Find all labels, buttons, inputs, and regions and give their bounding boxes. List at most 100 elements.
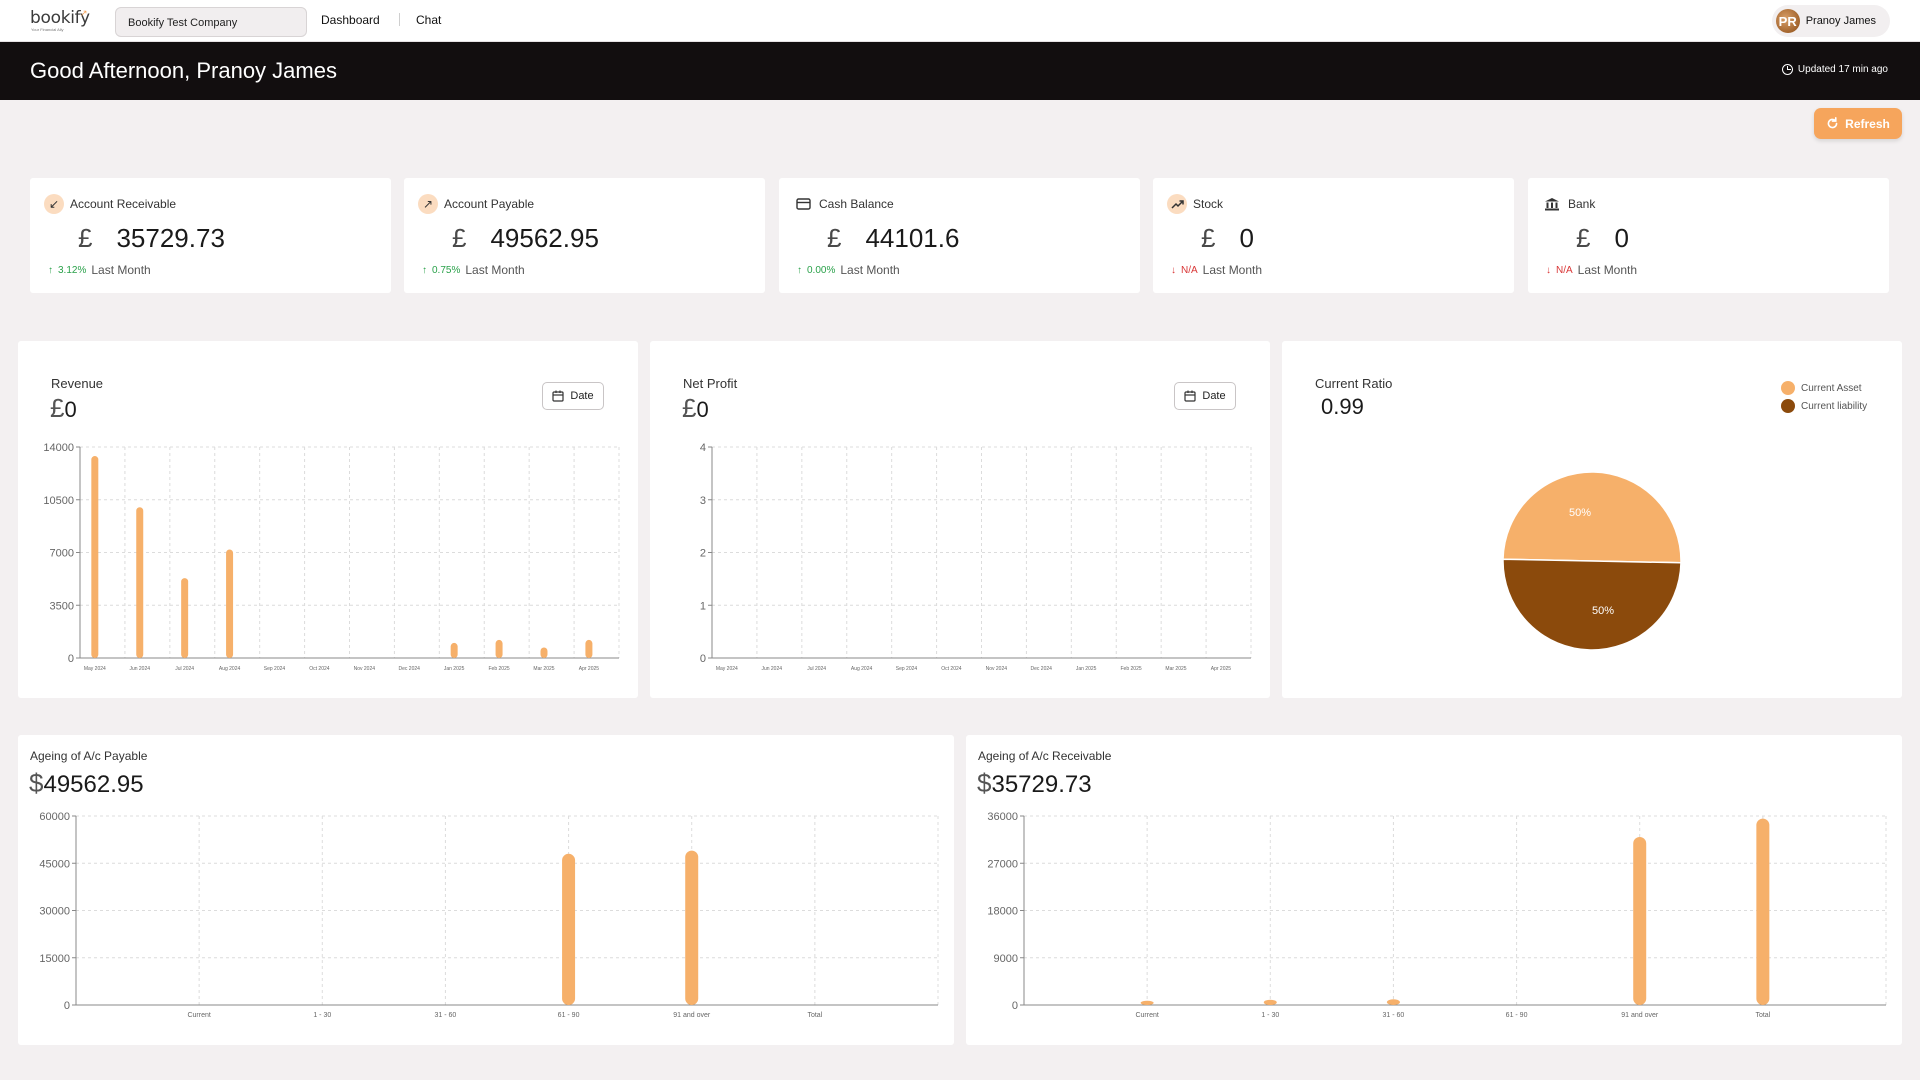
- kpi-period: Last Month: [465, 263, 525, 277]
- y-tick-label: 14000: [43, 442, 74, 454]
- bar: [91, 456, 99, 658]
- revenue-date-button[interactable]: Date: [542, 382, 604, 410]
- ageing-payable-title: Ageing of A/c Payable: [30, 749, 148, 763]
- kpi-value: 44101.6: [865, 223, 960, 253]
- kpi-change: 3.12%: [58, 264, 87, 276]
- x-tick-label: Total: [1755, 1012, 1770, 1019]
- x-tick-label: May 2024: [716, 666, 738, 672]
- revenue-chart: 0 3500 7000 10500 14000 May 2024 Jun 2024 Jul 2…: [43, 442, 620, 672]
- y-tick-label: 18000: [987, 906, 1018, 918]
- bar: [495, 639, 503, 658]
- x-tick-label: May 2024: [84, 666, 106, 672]
- arrow-down-icon: ↓: [1171, 264, 1176, 276]
- arrow-up-right-icon: ↗: [418, 194, 438, 214]
- x-tick-label: Current: [1135, 1012, 1158, 1019]
- ageing-receivable-title: Ageing of A/c Receivable: [978, 749, 1112, 763]
- user-name: Pranoy James: [1805, 15, 1876, 27]
- current-ratio-pie: 50% 50%: [1502, 471, 1682, 651]
- kpi-card-account-receivable: ↙ Account Receivable £35729.73 ↑ 3.12% Last…: [30, 178, 391, 293]
- refresh-button[interactable]: Refresh: [1814, 108, 1902, 139]
- calendar-icon: [552, 390, 564, 402]
- legend-swatch: [1781, 381, 1795, 395]
- x-tick-label: Mar 2025: [533, 666, 554, 672]
- y-tick-label: 2: [700, 548, 706, 560]
- revenue-value: £0: [50, 393, 77, 423]
- bar: [540, 647, 548, 658]
- legend-swatch: [1781, 399, 1795, 413]
- x-tick-label: Jun 2024: [761, 666, 782, 672]
- kpi-value: 0: [1614, 223, 1629, 253]
- y-tick-label: 3500: [50, 600, 74, 612]
- x-tick-label: Jul 2024: [807, 666, 826, 672]
- bar: [1756, 818, 1770, 1005]
- kpi-period: Last Month: [91, 263, 151, 277]
- y-tick-label: 15000: [39, 953, 70, 965]
- y-tick-label: 1: [700, 600, 706, 612]
- legend-item[interactable]: Current liability: [1781, 399, 1867, 413]
- ageing-receivable-panel: Ageing of A/c Receivable $35729.73 0 9000…: [966, 735, 1902, 1045]
- page-title: Good Afternoon, Pranoy James: [30, 58, 337, 83]
- x-tick-label: Dec 2024: [1031, 666, 1053, 672]
- bar: [1633, 837, 1647, 1005]
- x-tick-label: Aug 2024: [851, 666, 873, 672]
- x-tick-label: 1 - 30: [1261, 1012, 1279, 1019]
- x-tick-label: 1 - 30: [313, 1012, 331, 1019]
- current-ratio-value: 0.99: [1321, 394, 1364, 419]
- kpi-change: N/A: [1556, 264, 1573, 276]
- net-profit-panel: Net Profit £0 Date 0 1 2 3 4 May 2024 Jun 2024…: [650, 341, 1270, 698]
- net-profit-value: £0: [682, 393, 709, 423]
- net-profit-chart: 0 1 2 3 4 May 2024 Jun 2024 Jul 2024 Aug 2024 Sep…: [700, 442, 1252, 672]
- trend-up-icon: [1167, 194, 1187, 214]
- arrow-down-left-icon: ↙: [44, 194, 64, 214]
- y-tick-label: 36000: [987, 811, 1018, 823]
- x-tick-label: Jun 2024: [129, 666, 150, 672]
- current-ratio-panel: Current Ratio 0.99 Current Asset Current…: [1282, 341, 1902, 698]
- nav-chat[interactable]: Chat: [416, 13, 442, 27]
- x-tick-label: Oct 2024: [309, 666, 330, 672]
- arrow-up-icon: ↑: [422, 264, 427, 276]
- x-tick-label: 61 - 90: [558, 1012, 580, 1019]
- kpi-title: Cash Balance: [819, 197, 894, 211]
- y-tick-label: 60000: [39, 811, 70, 823]
- wallet-icon: [793, 194, 813, 214]
- nav-dashboard[interactable]: Dashboard: [321, 13, 380, 27]
- y-tick-label: 45000: [39, 858, 70, 870]
- kpi-title: Bank: [1568, 197, 1596, 211]
- currency-symbol: £: [452, 223, 467, 253]
- y-tick-label: 0: [1012, 1000, 1018, 1012]
- kpi-card-cash-balance: Cash Balance £44101.6 ↑ 0.00% Last Month: [779, 178, 1140, 293]
- logo-spark-icon: ↗: [80, 8, 88, 18]
- legend-item[interactable]: Current Asset: [1781, 381, 1867, 395]
- top-nav: bookify ↗ Your Financial Ally Bookify Te…: [0, 0, 1920, 42]
- bar: [1386, 999, 1400, 1005]
- ageing-payable-panel: Ageing of A/c Payable $49562.95 0 15000 30…: [18, 735, 954, 1045]
- kpi-card-stock: Stock £0 ↓ N/A Last Month: [1153, 178, 1514, 293]
- calendar-icon: [1184, 390, 1196, 402]
- currency-symbol: £: [1576, 223, 1591, 253]
- user-menu[interactable]: PR Pranoy James: [1771, 5, 1890, 37]
- ageing-receivable-value: $35729.73: [977, 768, 1092, 798]
- bar: [585, 639, 593, 658]
- pie-slice: [1502, 471, 1682, 564]
- currency-symbol: £: [827, 223, 842, 253]
- refresh-icon: [1827, 117, 1838, 129]
- x-tick-label: 31 - 60: [435, 1012, 457, 1019]
- y-tick-label: 4: [700, 442, 706, 454]
- ageing-receivable-chart: 0 9000 18000 27000 36000 Current 1 - 30 31 - 60…: [987, 811, 1887, 1019]
- x-tick-label: Mar 2025: [1165, 666, 1186, 672]
- x-tick-label: Nov 2024: [986, 666, 1008, 672]
- bar: [685, 850, 699, 1005]
- pie-slice: [1502, 558, 1682, 651]
- bookify-logo[interactable]: bookify ↗ Your Financial Ally: [30, 8, 90, 34]
- arrow-down-icon: ↓: [1546, 264, 1551, 276]
- logo-text: bookify: [30, 8, 90, 28]
- kpi-period: Last Month: [840, 263, 900, 277]
- company-selector[interactable]: Bookify Test Company: [115, 7, 307, 37]
- ageing-payable-chart: 0 15000 30000 45000 60000 Current 1 - 30 31 - 6…: [39, 811, 939, 1019]
- bar: [1263, 999, 1277, 1005]
- x-tick-label: Feb 2025: [1121, 666, 1142, 672]
- kpi-value: 49562.95: [490, 223, 599, 253]
- net-profit-date-button[interactable]: Date: [1174, 382, 1236, 410]
- bar: [562, 853, 576, 1005]
- x-tick-label: Sep 2024: [896, 666, 918, 672]
